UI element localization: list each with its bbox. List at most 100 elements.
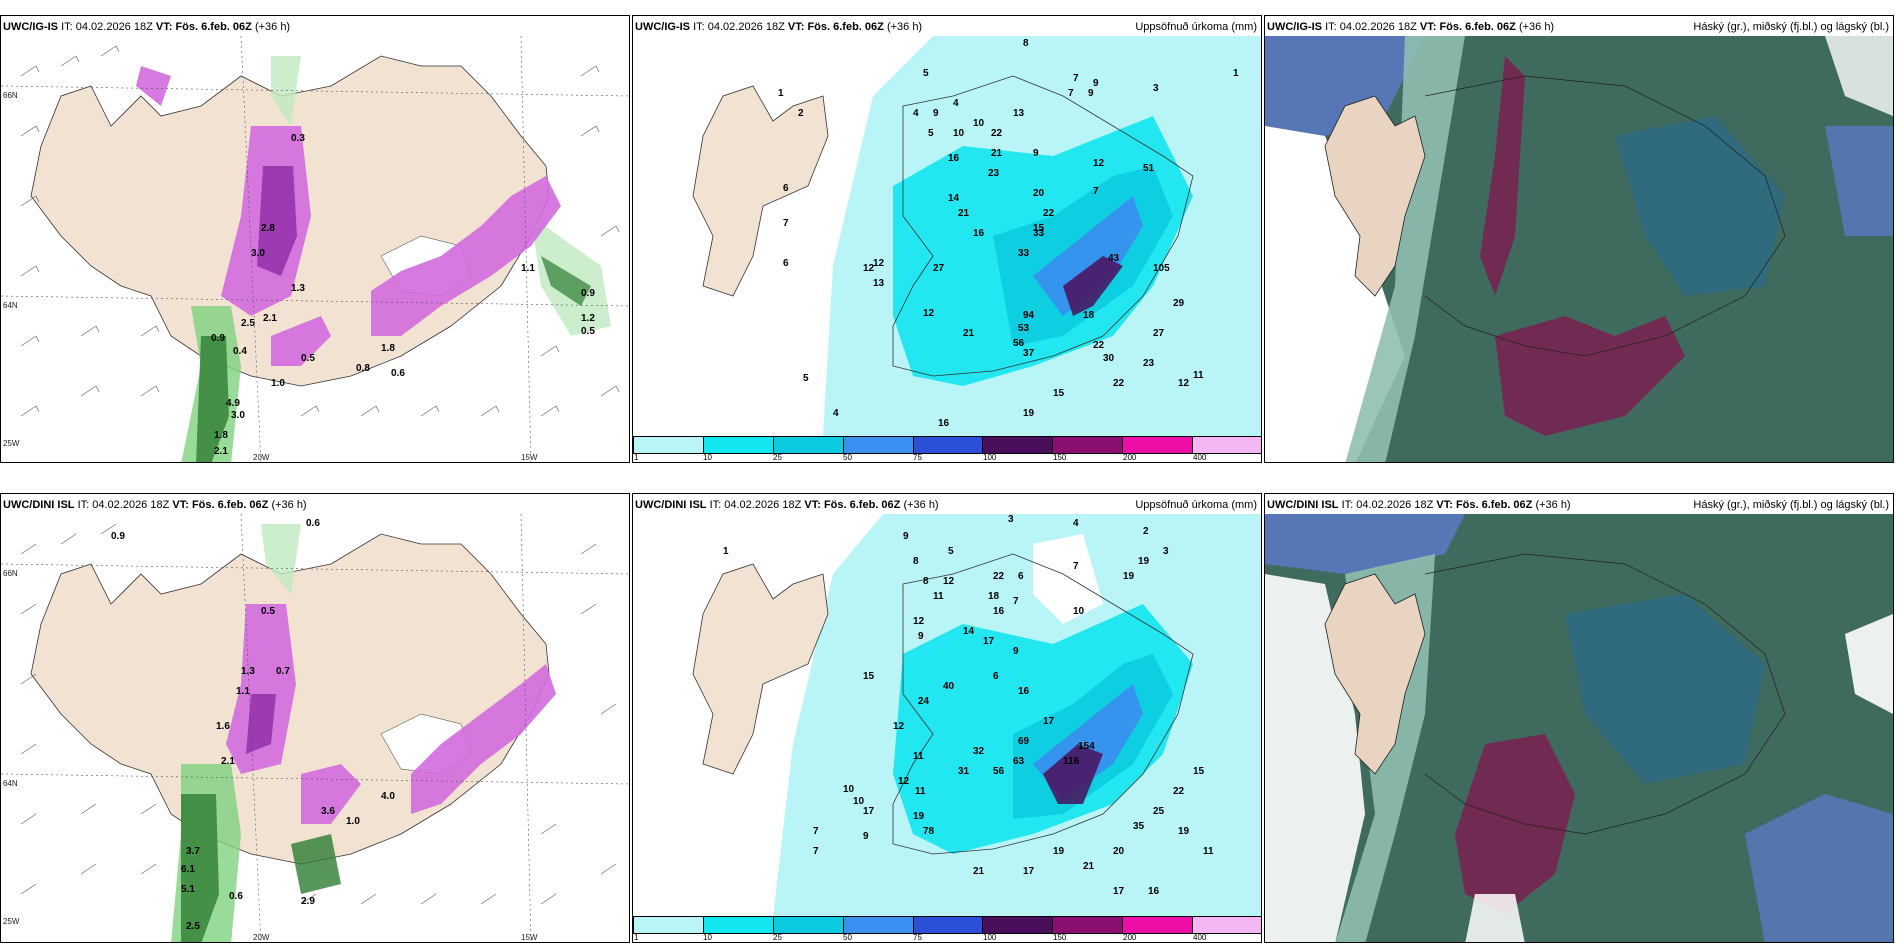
svg-text:0.7: 0.7 <box>276 666 290 677</box>
svg-text:105: 105 <box>1153 263 1170 274</box>
panel-field-label: Uppsöfnuð úrkoma (mm) <box>1135 499 1257 511</box>
svg-text:3: 3 <box>1153 83 1159 94</box>
svg-text:5: 5 <box>803 373 809 384</box>
svg-text:51: 51 <box>1143 163 1155 174</box>
svg-text:23: 23 <box>1143 358 1155 369</box>
legend-box-4 <box>843 917 914 933</box>
svg-text:9: 9 <box>1033 148 1039 159</box>
svg-text:40: 40 <box>943 681 955 692</box>
legend-box-9 <box>1193 917 1261 933</box>
svg-text:1.8: 1.8 <box>381 343 395 354</box>
svg-text:64N: 64N <box>3 779 18 788</box>
precip-map-bottom: 3 4 9 2 1 5 8 7 3 8 11 12 22 6 18 7 19 1… <box>633 514 1261 918</box>
svg-text:22: 22 <box>1113 378 1125 389</box>
svg-text:19: 19 <box>1178 826 1190 837</box>
svg-text:19: 19 <box>913 811 925 822</box>
svg-text:56: 56 <box>993 766 1005 777</box>
wind-map-top: 66N 64N 25W 20W 15W 0.3 2.8 3.0 1.3 2.5 … <box>1 36 629 462</box>
svg-text:2.5: 2.5 <box>186 921 200 932</box>
iceland-land <box>692 85 829 297</box>
svg-text:16: 16 <box>993 606 1005 617</box>
svg-text:21: 21 <box>1083 861 1095 872</box>
svg-text:9: 9 <box>933 108 939 119</box>
svg-text:20: 20 <box>1113 846 1125 857</box>
svg-text:10: 10 <box>973 118 985 129</box>
lat-label-64n: 64N <box>3 301 18 310</box>
svg-text:4: 4 <box>953 98 959 109</box>
lon-label-15w: 15W <box>521 453 538 462</box>
panel-field-label: Háský (gr.), miðský (fj.bl.) og lágský (… <box>1693 499 1889 511</box>
svg-text:2: 2 <box>798 108 804 119</box>
svg-text:0.6: 0.6 <box>229 891 243 902</box>
svg-text:12: 12 <box>913 616 925 627</box>
svg-text:1.2: 1.2 <box>581 313 595 324</box>
svg-text:12: 12 <box>898 776 910 787</box>
svg-text:0.5: 0.5 <box>581 326 595 337</box>
cloud-map-top <box>1265 36 1893 462</box>
svg-text:78: 78 <box>923 826 935 837</box>
svg-text:4.9: 4.9 <box>226 398 240 409</box>
panel-field-label: Uppsöfnuð úrkoma (mm) <box>1135 21 1257 33</box>
svg-text:13: 13 <box>1013 108 1025 119</box>
svg-text:19: 19 <box>1023 408 1035 419</box>
svg-text:35: 35 <box>1133 821 1145 832</box>
svg-text:1.0: 1.0 <box>271 378 285 389</box>
panel-title: UWC/IG-IS IT: 04.02.2026 18Z VT: Fös. 6.… <box>1267 21 1555 33</box>
svg-text:11: 11 <box>1203 846 1214 857</box>
svg-text:3: 3 <box>1163 546 1169 557</box>
legend-box-2 <box>703 917 774 933</box>
legend-ticks: 1 10 25 50 75 100 150 200 400 <box>634 453 1207 462</box>
svg-text:20: 20 <box>1033 188 1045 199</box>
lon-label-20w: 20W <box>253 453 270 462</box>
panel-title: UWC/DINI ISL IT: 04.02.2026 18Z VT: Fös.… <box>1267 499 1571 511</box>
svg-text:32: 32 <box>973 746 985 757</box>
legend-box-8 <box>1123 917 1194 933</box>
wind-barbs <box>20 45 620 417</box>
svg-text:0.6: 0.6 <box>391 368 405 379</box>
svg-text:1.8: 1.8 <box>214 430 228 441</box>
svg-text:0.9: 0.9 <box>111 531 125 542</box>
legend-box-3 <box>773 917 844 933</box>
svg-text:116: 116 <box>1063 756 1080 767</box>
svg-text:0.3: 0.3 <box>291 133 305 144</box>
svg-text:0.9: 0.9 <box>581 288 595 299</box>
precip-map-top: 8 5 1 7 9 7 9 3 1 4 4 9 2 5 10 13 22 10 … <box>633 36 1261 438</box>
svg-text:1.6: 1.6 <box>216 721 230 732</box>
legend-box-6 <box>983 437 1054 453</box>
svg-text:30: 30 <box>1103 353 1115 364</box>
svg-text:9: 9 <box>903 531 909 542</box>
svg-text:8: 8 <box>913 556 919 567</box>
svg-text:9: 9 <box>863 831 869 842</box>
svg-text:6: 6 <box>1018 571 1024 582</box>
svg-text:15: 15 <box>863 671 875 682</box>
svg-text:94: 94 <box>1023 310 1035 321</box>
legend-box-7 <box>1053 437 1124 453</box>
svg-text:1.3: 1.3 <box>241 666 255 677</box>
svg-text:3.6: 3.6 <box>321 806 335 817</box>
svg-text:37: 37 <box>1023 348 1035 359</box>
svg-text:19: 19 <box>1138 556 1150 567</box>
panel-title: UWC/IG-IS IT: 04.02.2026 18Z VT: Fös. 6.… <box>3 21 291 33</box>
svg-text:21: 21 <box>958 208 970 219</box>
svg-text:6: 6 <box>783 258 789 269</box>
svg-text:9: 9 <box>1093 78 1099 89</box>
svg-text:25W: 25W <box>3 917 20 926</box>
panel-title: UWC/DINI ISL IT: 04.02.2026 18Z VT: Fös.… <box>635 499 939 511</box>
svg-text:18: 18 <box>1083 310 1095 321</box>
svg-text:2.1: 2.1 <box>214 446 228 457</box>
lon-label-25w: 25W <box>3 439 20 448</box>
svg-text:16: 16 <box>973 228 985 239</box>
lat-label-66n: 66N <box>3 91 18 100</box>
svg-text:19: 19 <box>1053 846 1065 857</box>
svg-text:43: 43 <box>1108 253 1120 264</box>
iceland-outline <box>1324 573 1426 775</box>
legend-ticks: 1 10 25 50 75 100 150 200 400 <box>634 933 1207 942</box>
svg-text:15: 15 <box>1033 223 1045 234</box>
svg-text:3.7: 3.7 <box>186 846 200 857</box>
svg-text:11: 11 <box>915 786 926 797</box>
svg-text:12: 12 <box>1178 378 1190 389</box>
svg-text:12: 12 <box>893 721 905 732</box>
svg-text:4.0: 4.0 <box>381 791 395 802</box>
svg-text:1.0: 1.0 <box>346 816 360 827</box>
svg-text:10: 10 <box>853 796 865 807</box>
